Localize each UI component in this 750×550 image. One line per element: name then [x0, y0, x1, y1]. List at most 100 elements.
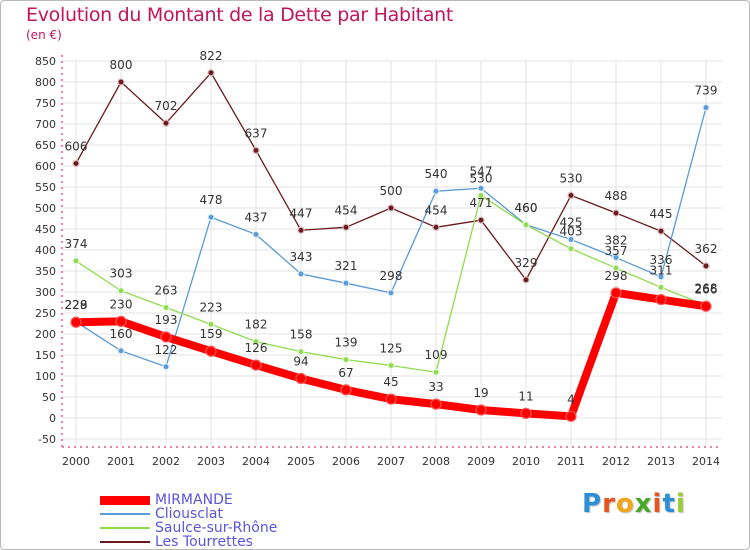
y-tick-label: 400 [35, 244, 56, 257]
data-label: 298 [380, 269, 403, 283]
data-label: 460 [515, 201, 538, 215]
y-tick-label: 750 [35, 97, 56, 110]
data-label: 4 [567, 392, 575, 406]
legend-swatch [100, 495, 150, 505]
data-point [565, 410, 577, 422]
legend-label: Cliousclat [155, 506, 223, 522]
data-label: 229 [65, 298, 88, 312]
data-label: 530 [470, 171, 493, 185]
data-label: 478 [200, 193, 223, 207]
y-tick-label: -50 [38, 433, 56, 446]
logo-letter: i [675, 489, 686, 519]
x-tick-label: 2007 [377, 455, 405, 468]
y-tick-label: 850 [35, 55, 56, 68]
data-point [205, 345, 217, 357]
data-label: 540 [425, 167, 448, 181]
data-point [342, 223, 350, 231]
data-point [342, 279, 350, 287]
data-point [520, 407, 532, 419]
data-point [477, 191, 485, 199]
x-tick-label: 2009 [467, 455, 495, 468]
data-point [162, 303, 170, 312]
legend-label: Saulce-sur-Rhône [155, 520, 278, 536]
data-label: 336 [650, 253, 673, 267]
data-label: 547 [470, 164, 493, 178]
data-point [702, 104, 710, 112]
data-point [295, 372, 307, 385]
data-label: 11 [518, 389, 533, 403]
data-label: 228 [65, 298, 88, 312]
data-label: 139 [335, 336, 358, 350]
data-point [340, 384, 352, 396]
data-point [72, 257, 80, 265]
data-point [387, 361, 395, 370]
legend-swatch [100, 541, 150, 543]
y-tick-label: 350 [35, 265, 56, 278]
data-label: 637 [245, 126, 268, 140]
chart-title: Evolution du Montant de la Dette par Hab… [26, 4, 454, 26]
data-label: 298 [605, 269, 628, 283]
data-point [567, 245, 575, 253]
data-label: 403 [560, 225, 583, 239]
data-point [475, 404, 487, 416]
data-label: 45 [383, 375, 398, 389]
data-label: 739 [695, 84, 718, 98]
data-label: 182 [245, 318, 268, 332]
data-point [477, 184, 485, 192]
data-point [522, 221, 530, 229]
data-label: 223 [200, 300, 223, 314]
data-label: 471 [470, 196, 493, 210]
data-point [252, 146, 260, 155]
x-tick-label: 2008 [422, 455, 450, 468]
data-label: 425 [560, 216, 583, 230]
x-tick-label: 2003 [197, 455, 225, 468]
chart-unit-label: (en €) [26, 28, 62, 42]
data-point [700, 300, 712, 312]
data-label: 125 [380, 342, 403, 356]
data-label: 126 [245, 341, 268, 355]
y-tick-label: 250 [35, 307, 56, 320]
data-label: 263 [155, 284, 178, 298]
data-point [297, 270, 305, 278]
data-label: 311 [650, 263, 673, 277]
data-point [160, 331, 172, 343]
data-point [252, 230, 260, 239]
data-point [522, 276, 530, 284]
logo-letter: r [602, 489, 616, 519]
data-point [387, 289, 395, 297]
y-tick-label: 650 [35, 139, 56, 152]
data-point [612, 264, 620, 272]
data-point [567, 191, 575, 199]
legend-label: Les Tourrettes [155, 534, 253, 550]
data-label: 460 [515, 201, 538, 215]
data-label: 109 [425, 348, 448, 362]
data-point [432, 223, 440, 231]
y-tick-label: 50 [42, 391, 56, 404]
y-tick-label: 300 [35, 286, 56, 299]
logo-letter: t [662, 489, 676, 519]
data-label: 382 [605, 234, 628, 248]
data-point [432, 368, 440, 376]
data-point [657, 273, 665, 281]
data-label: 445 [650, 207, 673, 221]
y-tick-label: 800 [35, 76, 56, 89]
legend-swatch [100, 513, 150, 515]
data-label: 67 [338, 366, 353, 380]
data-point [207, 213, 215, 221]
data-label: 303 [110, 267, 133, 281]
x-tick-label: 2000 [62, 455, 90, 468]
data-label: 362 [695, 242, 718, 256]
data-point [567, 235, 575, 244]
data-point [117, 347, 125, 355]
data-label: 94 [293, 355, 308, 369]
data-point [342, 356, 350, 364]
data-label: 158 [290, 328, 313, 342]
data-point [207, 320, 215, 328]
data-label: 230 [110, 297, 133, 311]
data-label: 193 [155, 313, 178, 327]
data-label: 19 [473, 386, 488, 400]
logo-letter: P [582, 489, 603, 519]
data-label: 606 [65, 139, 88, 153]
data-point [657, 227, 665, 235]
